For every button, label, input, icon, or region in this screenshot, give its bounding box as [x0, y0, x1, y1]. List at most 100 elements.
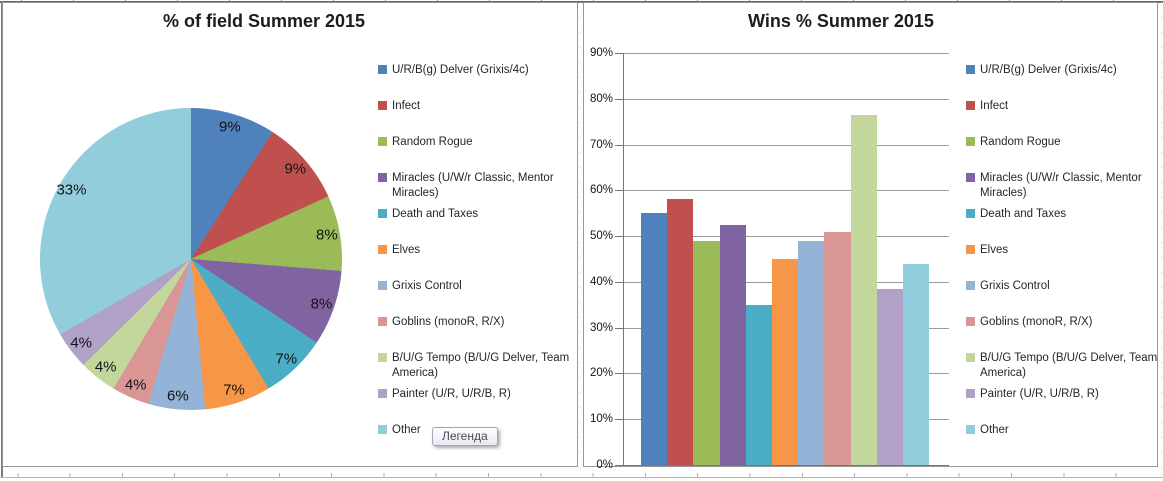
y-axis-tick	[615, 419, 623, 421]
legend-tooltip-text: Легенда	[442, 429, 488, 443]
bar-legend[interactable]: U/R/B(g) Delver (Grixis/4c) Infect Random …	[966, 53, 1163, 449]
worksheet-row-line-bottom	[0, 477, 1163, 478]
legend-item[interactable]: Miracles (U/W/r Classic, Mentor Miracles…	[378, 161, 575, 199]
gridline	[623, 53, 949, 54]
legend-item[interactable]: Goblins (monoR, R/X)	[966, 305, 1163, 341]
legend-item[interactable]: Grixis Control	[966, 269, 1163, 305]
y-axis-tick	[615, 281, 623, 283]
x-axis-line	[623, 465, 949, 466]
legend-item[interactable]: Random Rogue	[378, 125, 575, 161]
legend-item[interactable]: Elves	[378, 233, 575, 269]
pie-chart-title: % of field Summer 2015	[162, 11, 366, 31]
bar-3[interactable]	[693, 240, 720, 465]
legend-item-label: U/R/B(g) Delver (Grixis/4c)	[980, 64, 1117, 76]
legend-item[interactable]: Grixis Control	[378, 269, 575, 305]
legend-item[interactable]: B/U/G Tempo (B/U/G Delver, Team America)	[378, 341, 575, 379]
worksheet-column-ticks-top	[0, 0, 1163, 1]
bar-11[interactable]	[903, 263, 930, 465]
legend-swatch	[966, 353, 975, 362]
legend-swatch	[966, 137, 975, 146]
legend-item[interactable]: Infect	[378, 89, 575, 125]
y-axis-tick	[615, 144, 623, 146]
legend-item-label: Goblins (monoR, R/X)	[392, 316, 505, 328]
worksheet-column-ticks-bottom	[0, 473, 1163, 477]
worksheet-top-border	[0, 1, 1163, 3]
legend-item[interactable]: Random Rogue	[966, 125, 1163, 161]
legend-swatch	[378, 389, 387, 398]
legend-item[interactable]: Painter (U/R, U/R/B, R)	[966, 377, 1163, 413]
bar-10[interactable]	[876, 288, 903, 465]
gridline	[623, 190, 949, 192]
y-axis-tick-label: 30%	[589, 321, 613, 334]
pie-data-label: 4%	[70, 334, 93, 352]
legend-item[interactable]: Death and Taxes	[378, 197, 575, 233]
pie-data-label: 8%	[316, 226, 338, 244]
legend-item-label: Random Rogue	[392, 136, 473, 148]
legend-swatch	[966, 425, 975, 434]
bar-8[interactable]	[824, 231, 851, 465]
worksheet-row-ticks-right	[1161, 2, 1162, 477]
legend-swatch	[378, 209, 387, 218]
y-axis-tick-label: 50%	[589, 230, 613, 243]
y-axis-tick	[615, 98, 623, 100]
legend-item-label: B/U/G Tempo (B/U/G Delver, Team America)	[980, 352, 1158, 379]
y-axis-tick	[615, 373, 623, 375]
legend-swatch	[378, 101, 387, 110]
pie-plot[interactable]	[40, 108, 342, 410]
legend-item[interactable]: Elves	[966, 233, 1163, 269]
legend-item[interactable]: U/R/B(g) Delver (Grixis/4c)	[378, 53, 575, 89]
pie-data-label: 4%	[94, 358, 117, 376]
legend-item-label: Infect	[980, 100, 1009, 112]
y-axis-tick-label: 20%	[589, 367, 613, 380]
legend-swatch	[378, 137, 387, 146]
bar-4[interactable]	[719, 224, 746, 465]
y-axis-tick-label: 90%	[589, 47, 613, 59]
legend-item[interactable]: Painter (U/R, U/R/B, R)	[378, 377, 575, 413]
legend-item[interactable]: Infect	[966, 89, 1163, 125]
pie-data-label: 4%	[124, 376, 147, 394]
pie-data-label: 7%	[223, 381, 245, 399]
legend-item[interactable]: B/U/G Tempo (B/U/G Delver, Team America)	[966, 341, 1163, 379]
pie-legend[interactable]: U/R/B(g) Delver (Grixis/4c) Infect Random …	[378, 53, 575, 449]
legend-swatch	[378, 425, 387, 434]
legend-item[interactable]: Other	[378, 413, 575, 449]
legend-swatch	[966, 389, 975, 398]
legend-item-label: Death and Taxes	[392, 208, 479, 220]
legend-swatch	[966, 101, 975, 110]
bar-5[interactable]	[745, 304, 772, 465]
legend-item-label: B/U/G Tempo (B/U/G Delver, Team America)	[392, 352, 570, 379]
legend-item-label: Death and Taxes	[980, 208, 1067, 220]
y-axis-tick-label: 80%	[589, 92, 613, 105]
bar-7[interactable]	[798, 240, 825, 465]
pie-data-label: 6%	[167, 387, 189, 405]
bar-2[interactable]	[667, 199, 694, 465]
y-axis-tick-label: 70%	[589, 138, 613, 151]
pie-data-label: 7%	[275, 350, 298, 368]
pie-data-label: 8%	[310, 295, 333, 313]
legend-item-label: Painter (U/R, U/R/B, R)	[980, 388, 1099, 400]
pie-data-label: 9%	[219, 118, 241, 136]
legend-item[interactable]: U/R/B(g) Delver (Grixis/4c)	[966, 53, 1163, 89]
legend-item[interactable]: Other	[966, 413, 1163, 449]
bar-6[interactable]	[772, 259, 799, 465]
worksheet-row-ticks-gap	[580, 2, 581, 477]
gridline	[623, 236, 949, 238]
y-axis-tick	[615, 236, 623, 238]
legend-item-label: Random Rogue	[980, 136, 1061, 148]
bar-chart-object[interactable]: Wins % Summer 2015 U/R/B(g) Delver (Grix…	[583, 2, 1158, 471]
legend-item[interactable]: Miracles (U/W/r Classic, Mentor Miracles…	[966, 161, 1163, 199]
legend-swatch	[378, 317, 387, 326]
legend-item-label: Other	[980, 424, 1009, 436]
legend-item-label: Other	[392, 424, 421, 436]
legend-item[interactable]: Goblins (monoR, R/X)	[378, 305, 575, 341]
pie-data-label: 9%	[284, 160, 307, 178]
legend-item-label: Elves	[980, 244, 1009, 256]
legend-swatch	[378, 281, 387, 290]
bar-1[interactable]	[641, 213, 668, 465]
bar-9[interactable]	[850, 114, 877, 465]
pie-chart-object[interactable]: % of field Summer 2015 U/R/B(g) Delver (…	[2, 2, 578, 467]
pie-data-label: 33%	[56, 181, 87, 199]
legend-item[interactable]: Death and Taxes	[966, 197, 1163, 233]
bar-chart-title: Wins % Summer 2015	[748, 11, 934, 31]
legend-swatch	[378, 65, 387, 74]
